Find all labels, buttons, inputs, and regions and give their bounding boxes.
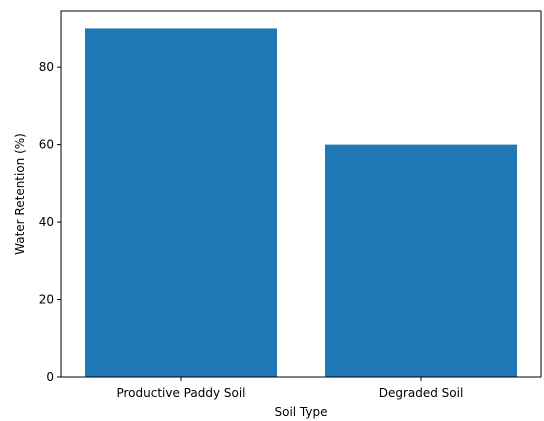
y-axis-ticks: 0 20 40 60 80	[39, 60, 61, 384]
bar-1	[85, 28, 277, 378]
y-tick-label: 0	[46, 370, 54, 384]
bar-2	[325, 144, 517, 377]
y-tick-label: 20	[39, 293, 54, 307]
x-axis-label: Soil Type	[274, 405, 327, 419]
y-tick-label: 60	[39, 138, 54, 152]
bars-group	[85, 28, 517, 378]
x-axis-ticks: Productive Paddy Soil Degraded Soil	[116, 377, 463, 400]
x-tick-label: Degraded Soil	[379, 386, 464, 400]
x-tick-label: Productive Paddy Soil	[116, 386, 245, 400]
y-tick-label: 80	[39, 60, 54, 74]
y-tick-label: 40	[39, 215, 54, 229]
y-axis-label: Water Retention (%)	[13, 133, 27, 255]
plot-frame	[60, 10, 542, 378]
